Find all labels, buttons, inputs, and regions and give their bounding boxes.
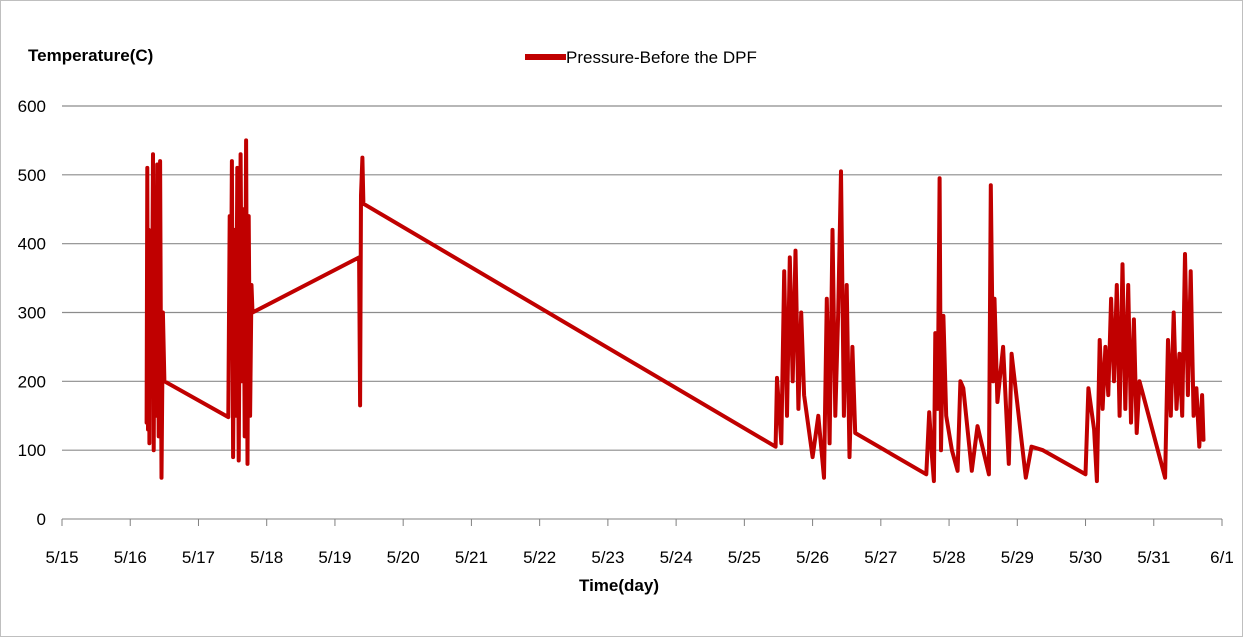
x-tick-label: 5/30: [1069, 548, 1102, 567]
x-tick-label: 5/27: [864, 548, 897, 567]
x-tick-label: 5/20: [387, 548, 420, 567]
y-tick-label: 0: [37, 510, 46, 529]
x-tick-label: 5/24: [660, 548, 693, 567]
x-tick-label: 5/26: [796, 548, 829, 567]
x-tick-label: 5/15: [45, 548, 78, 567]
x-tick-label: 5/17: [182, 548, 215, 567]
x-tick-label: 5/21: [455, 548, 488, 567]
x-tick-label: 5/22: [523, 548, 556, 567]
x-tick-label: 5/19: [318, 548, 351, 567]
x-tick-label: 6/1: [1210, 548, 1234, 567]
x-tick-label: 5/29: [1001, 548, 1034, 567]
x-tick-label: 5/16: [114, 548, 147, 567]
y-tick-label: 100: [18, 441, 46, 460]
y-axis-ticks: 0 100 200 300 400 500 600: [18, 97, 46, 529]
x-tick-label: 5/28: [933, 548, 966, 567]
x-tick-label: 5/18: [250, 548, 283, 567]
y-tick-label: 500: [18, 166, 46, 185]
legend: Pressure-Before the DPF: [525, 48, 757, 67]
x-tick-label: 5/23: [591, 548, 624, 567]
x-tick-label: 5/25: [728, 548, 761, 567]
x-tick-label: 5/31: [1137, 548, 1170, 567]
y-tick-label: 400: [18, 235, 46, 254]
series-layer: [144, 138, 1206, 484]
x-axis-title: Time(day): [579, 576, 659, 595]
legend-label-pressure: Pressure-Before the DPF: [566, 48, 757, 67]
y-tick-label: 300: [18, 304, 46, 323]
x-axis-ticks: 5/15 5/16 5/17 5/18 5/19 5/20 5/21 5/22 5/23 5/24…: [45, 519, 1234, 567]
y-tick-label: 200: [18, 372, 46, 391]
y-axis-title: Temperature(C): [28, 46, 153, 65]
y-tick-label: 600: [18, 97, 46, 116]
series-line-0: [144, 138, 1206, 484]
